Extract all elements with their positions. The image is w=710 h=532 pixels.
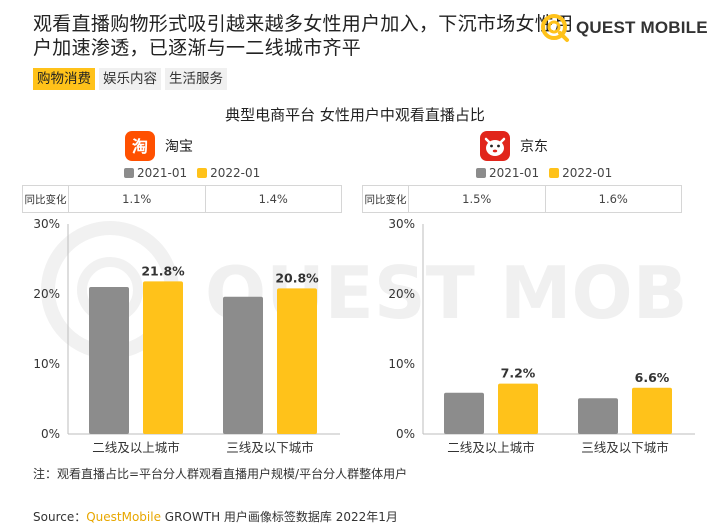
legend-swatch-2022 bbox=[549, 168, 560, 178]
legend-item-2022: 2022-01 bbox=[197, 166, 260, 180]
y-tick-label: 20% bbox=[388, 287, 415, 301]
source-prefix: Source： bbox=[33, 510, 87, 524]
jd-name: 京东 bbox=[520, 139, 548, 155]
yoy-value: 1.1% bbox=[122, 192, 152, 206]
brand-taobao: 淘 淘宝 bbox=[125, 131, 193, 161]
data-label: 7.2% bbox=[501, 366, 536, 381]
bar-2021-01 bbox=[578, 398, 618, 434]
legend-item-2021: 2021-01 bbox=[124, 166, 187, 180]
legend-swatch-2021 bbox=[124, 168, 134, 178]
category-label: 三线及以下城市 bbox=[226, 440, 314, 455]
legend-right: 2021-01 2022-01 bbox=[476, 166, 618, 180]
category-label: 三线及以下城市 bbox=[581, 440, 669, 455]
bar-2021-01 bbox=[223, 296, 263, 434]
legend-label-2022: 2022-01 bbox=[210, 166, 261, 180]
source-line: Source：QuestMobile GROWTH 用户画像标签数据库 2022… bbox=[33, 508, 398, 525]
y-tick-label: 30% bbox=[33, 217, 60, 231]
footnote: 注：观看直播占比=平台分人群观看直播用户规模/平台分人群整体用户 bbox=[33, 467, 408, 481]
bar-2022-01 bbox=[277, 288, 317, 434]
tab-life-services[interactable]: 生活服务 bbox=[165, 68, 227, 90]
legend-item-2022: 2022-01 bbox=[549, 166, 612, 180]
data-label: 20.8% bbox=[275, 270, 319, 285]
bar-2022-01 bbox=[632, 387, 672, 434]
legend-swatch-2022 bbox=[197, 168, 208, 178]
tab-shopping[interactable]: 购物消费 bbox=[33, 68, 95, 90]
yoy-row-taobao: 同比变化 1.1% 1.4% bbox=[22, 185, 342, 213]
y-tick-label: 20% bbox=[33, 287, 60, 301]
y-tick-label: 30% bbox=[388, 217, 415, 231]
tab-entertainment[interactable]: 娱乐内容 bbox=[99, 68, 161, 90]
yoy-value: 1.4% bbox=[204, 186, 342, 212]
legend-swatch-2021 bbox=[476, 168, 486, 178]
source-brand: QuestMobile bbox=[86, 510, 161, 524]
legend-label-2021: 2021-01 bbox=[489, 166, 540, 180]
category-label: 二线及以上城市 bbox=[447, 440, 535, 455]
jd-dog-icon bbox=[480, 131, 510, 161]
title-line-2: 户加速渗透，已逐渐与一二线城市齐平 bbox=[33, 37, 362, 59]
y-tick-label: 10% bbox=[33, 357, 60, 371]
y-tick-label: 10% bbox=[388, 357, 415, 371]
bar-2021-01 bbox=[89, 287, 129, 434]
taobao-name: 淘宝 bbox=[165, 139, 193, 155]
logo-text: QUEST MOBILE bbox=[576, 18, 708, 37]
legend-left: 2021-01 2022-01 bbox=[124, 166, 266, 180]
data-label: 21.8% bbox=[141, 263, 185, 278]
yoy-value: 1.5% bbox=[462, 192, 492, 206]
taobao-icon: 淘 bbox=[125, 131, 155, 161]
yoy-value: 1.6% bbox=[544, 186, 682, 212]
category-tabs: 购物消费 娱乐内容 生活服务 bbox=[33, 68, 227, 90]
category-label: 二线及以上城市 bbox=[92, 440, 180, 455]
y-tick-label: 0% bbox=[41, 427, 60, 441]
bar-2022-01 bbox=[143, 281, 183, 434]
svg-text:淘: 淘 bbox=[132, 137, 148, 156]
title-line-1: 观看直播购物形式吸引越来越多女性用户加入，下沉市场女性用 bbox=[33, 13, 574, 35]
bar-2022-01 bbox=[498, 383, 538, 434]
source-suffix: GROWTH 用户画像标签数据库 2022年1月 bbox=[160, 510, 398, 524]
yoy-row-jd: 同比变化 1.5% 1.6% bbox=[362, 185, 682, 213]
yoy-label: 同比变化 bbox=[363, 186, 409, 212]
page-title: 观看直播购物形式吸引越来越多女性用户加入，下沉市场女性用 户加速渗透，已逐渐与一… bbox=[33, 12, 574, 60]
brand-jd: 京东 bbox=[480, 131, 548, 161]
chart-taobao: 30% 20% 10% 0% 21.8% 二线及以上城市 20.8% 三线及以下城市 bbox=[33, 217, 340, 455]
chart-jd: 30% 20% 10% 0% 7.2% 二线及以上城市 6.6% 三线及以下城市 bbox=[388, 217, 695, 455]
legend-label-2022: 2022-01 bbox=[562, 166, 613, 180]
legend-label-2021: 2021-01 bbox=[137, 166, 188, 180]
questmobile-logo: QUEST MOBILE bbox=[540, 13, 708, 43]
bar-2021-01 bbox=[444, 392, 484, 434]
legend-item-2021: 2021-01 bbox=[476, 166, 539, 180]
questmobile-logo-icon bbox=[541, 14, 569, 42]
chart-title: 典型电商平台 女性用户中观看直播占比 bbox=[225, 106, 485, 124]
yoy-label: 同比变化 bbox=[23, 186, 69, 212]
data-label: 6.6% bbox=[635, 370, 670, 385]
y-tick-label: 0% bbox=[396, 427, 415, 441]
